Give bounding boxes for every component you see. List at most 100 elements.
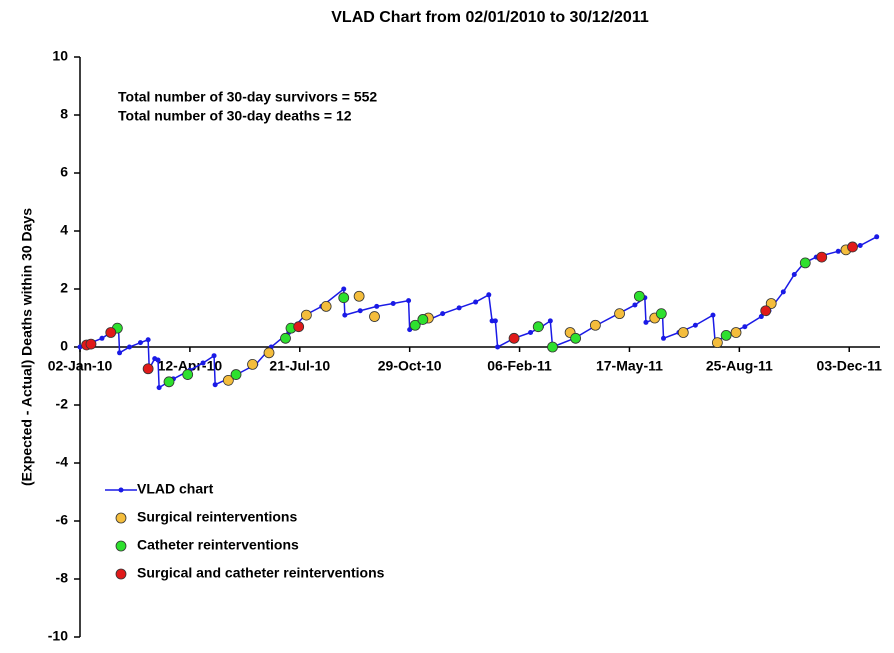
reintervention-marker (847, 241, 858, 253)
reintervention-marker (293, 321, 305, 333)
reintervention-marker (105, 327, 117, 338)
vlad-point (495, 344, 501, 350)
reintervention-marker (816, 251, 828, 263)
vlad-point (155, 357, 161, 363)
vlad-point (145, 337, 151, 343)
vlad-point (200, 360, 206, 366)
vlad-point (710, 312, 716, 318)
vlad-point (857, 243, 863, 248)
vlad-point (661, 335, 667, 341)
reintervention-marker (765, 298, 777, 309)
reintervention-marker (677, 327, 689, 338)
x-tick-label: 25-Aug-11 (706, 358, 773, 374)
legend-symbol (115, 540, 127, 552)
y-tick-label: 8 (60, 106, 68, 122)
vlad-point (874, 234, 880, 240)
reintervention-marker (142, 363, 154, 375)
reintervention-marker (300, 309, 312, 321)
vlad-point (528, 330, 534, 335)
vlad-point (342, 312, 348, 318)
x-tick-label: 17-May-11 (596, 358, 663, 374)
reintervention-marker (222, 374, 234, 386)
vlad-point (632, 302, 638, 308)
reintervention-marker (760, 305, 772, 317)
legend-symbol (118, 487, 124, 493)
reintervention-marker (711, 337, 723, 349)
y-tick-label: -2 (56, 396, 69, 412)
vlad-point (374, 303, 380, 309)
x-tick-label: 29-Oct-10 (378, 358, 442, 374)
reintervention-marker (320, 300, 332, 312)
reintervention-marker (417, 314, 429, 325)
legend-symbol (115, 568, 127, 580)
vlad-point (780, 289, 786, 295)
reintervention-marker (799, 257, 811, 269)
x-tick-label: 02-Jan-10 (48, 358, 113, 374)
reintervention-marker (263, 347, 275, 359)
legend-label: Surgical and catheter reinterventions (137, 565, 385, 581)
reintervention-marker (730, 327, 742, 338)
vlad-point (692, 322, 698, 328)
reintervention-marker (589, 319, 601, 331)
vlad-point (211, 353, 217, 359)
vlad-point (357, 308, 363, 314)
vlad-point (406, 298, 412, 304)
reintervention-marker (247, 358, 258, 370)
vlad-point (791, 272, 797, 277)
vlad-point (456, 305, 462, 311)
vlad-point (77, 344, 83, 350)
y-tick-label: -6 (56, 512, 69, 528)
vlad-point (156, 385, 162, 391)
reintervention-marker (338, 292, 350, 304)
vlad-point (486, 292, 492, 298)
legend-label: Surgical reinterventions (137, 509, 297, 525)
y-tick-label: -4 (56, 454, 69, 470)
y-tick-label: 2 (60, 280, 68, 296)
vlad-point (137, 340, 143, 346)
reintervention-marker (280, 332, 291, 344)
vlad-point (742, 324, 748, 330)
reintervention-marker (614, 308, 625, 320)
y-tick-label: 0 (60, 338, 68, 354)
x-tick-label: 21-Jul-10 (269, 358, 330, 374)
reintervention-marker (182, 369, 194, 380)
y-axis-label: (Expected - Actual) Deaths within 30 Day… (19, 208, 35, 486)
reintervention-marker (655, 308, 667, 320)
y-tick-label: 10 (52, 48, 68, 64)
annotation: Total number of 30-day deaths = 12 (118, 108, 352, 124)
reintervention-marker (353, 290, 365, 302)
vlad-point (547, 318, 553, 324)
y-tick-label: -8 (56, 570, 69, 586)
reintervention-marker (532, 321, 544, 333)
vlad-point (758, 314, 764, 320)
reintervention-marker (633, 290, 645, 302)
vlad-point (643, 319, 649, 325)
reintervention-marker (409, 319, 421, 331)
vlad-point (835, 248, 841, 254)
reintervention-marker (230, 369, 242, 380)
y-tick-label: -10 (48, 628, 68, 644)
vlad-point (473, 299, 479, 305)
reintervention-marker (85, 338, 97, 350)
x-tick-label: 06-Feb-11 (487, 358, 552, 374)
vlad-point (492, 318, 498, 324)
vlad-point (212, 382, 218, 388)
y-tick-label: 4 (60, 222, 68, 238)
vlad-point (390, 301, 396, 306)
reintervention-marker (163, 376, 175, 388)
chart-title: VLAD Chart from 02/01/2010 to 30/12/2011 (331, 9, 649, 26)
reintervention-marker (720, 329, 732, 341)
reintervention-marker (369, 311, 380, 322)
reintervention-marker (508, 332, 520, 344)
vlad-point (341, 286, 347, 292)
vlad-point (440, 311, 446, 317)
vlad-point (126, 344, 132, 350)
vlad-point (99, 335, 105, 341)
legend-symbol (115, 512, 127, 524)
x-tick-label: 03-Dec-11 (817, 358, 883, 374)
reintervention-marker (570, 332, 582, 344)
annotation: Total number of 30-day survivors = 552 (118, 89, 377, 105)
y-tick-label: 6 (60, 164, 68, 180)
legend-label: VLAD chart (137, 481, 214, 497)
